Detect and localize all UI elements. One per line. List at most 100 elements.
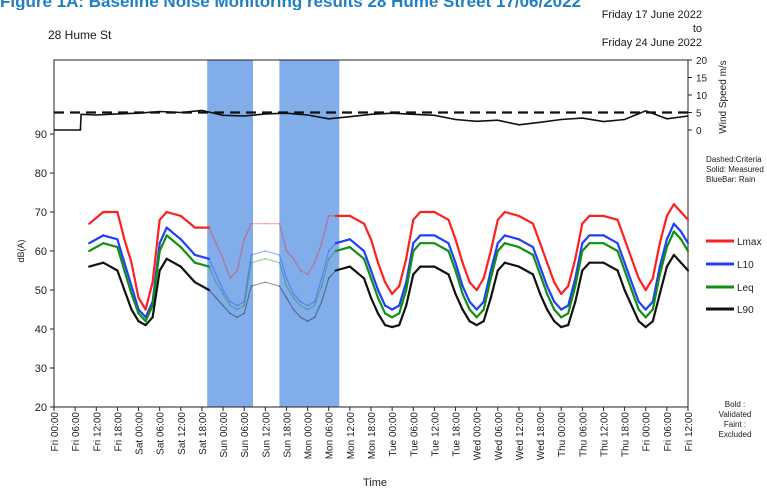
- series-l10-segment: [278, 254, 288, 279]
- series-lmax-segment: [321, 215, 330, 244]
- wind-tick-label: 0: [696, 126, 702, 137]
- series-lmax-segment: [208, 227, 217, 244]
- series-l90-segment: [545, 308, 556, 323]
- series-l10-segment: [482, 269, 492, 303]
- series-leq-segment: [158, 234, 168, 253]
- series-lmax-segment: [454, 238, 464, 264]
- series-leq-segment: [334, 246, 351, 253]
- time-tick-label: Sat 12:00: [177, 412, 188, 455]
- series-l10-segment: [384, 304, 394, 311]
- series-l10-segment: [179, 238, 196, 256]
- series-l90-segment: [461, 308, 471, 323]
- series-l90-segment: [482, 296, 492, 323]
- legend-label-leq: Leq: [737, 283, 754, 294]
- time-tick-label: Mon 18:00: [367, 412, 378, 460]
- series-l10-segment: [307, 301, 316, 307]
- series-lmax-segment: [300, 269, 309, 275]
- series-l90-segment: [672, 253, 683, 264]
- wind-tick-label: 20: [696, 56, 708, 67]
- series-lmax-segment: [531, 222, 542, 245]
- series-lmax-segment: [482, 249, 492, 280]
- series-leq-segment: [651, 273, 661, 311]
- series-l10-segment: [560, 304, 570, 311]
- series-lmax-segment: [447, 218, 457, 241]
- series-l90-segment: [454, 292, 464, 311]
- series-lmax-segment: [215, 242, 224, 260]
- series-l10-segment: [517, 238, 535, 249]
- series-l90-segment: [581, 261, 591, 272]
- series-l10-segment: [468, 300, 478, 311]
- series-leq-segment: [503, 242, 521, 249]
- series-l90-segment: [300, 316, 309, 322]
- time-tick-label: Mon 12:00: [346, 412, 357, 460]
- series-leq-segment: [454, 269, 464, 295]
- note-bluebar: BlueBar: Rain: [706, 175, 756, 184]
- series-lmax-segment: [405, 218, 415, 260]
- series-l10-segment: [264, 250, 280, 256]
- series-l10-segment: [637, 300, 647, 311]
- series-l10-segment: [236, 301, 245, 307]
- series-leq-segment: [630, 288, 640, 311]
- series-leq-segment: [623, 269, 633, 292]
- series-l90-segment: [369, 296, 380, 315]
- series-lmax-segment: [538, 242, 549, 264]
- series-l90-segment: [560, 324, 570, 329]
- series-l90-segment: [236, 312, 245, 318]
- series-l10-segment: [130, 285, 140, 311]
- series-lmax-segment: [545, 261, 556, 284]
- time-tick-label: Fri 00:00: [642, 412, 653, 452]
- time-tick-label: Mon 00:00: [304, 412, 315, 460]
- wind-panel: [54, 109, 689, 131]
- series-l90-segment: [376, 312, 387, 327]
- series-lmax-segment: [496, 210, 506, 221]
- series-l90-segment: [229, 312, 238, 318]
- series-l10-segment: [348, 238, 366, 253]
- legend-label-lmax: Lmax: [737, 237, 761, 248]
- series-lmax-segment: [468, 281, 478, 292]
- note-solid: Solid: Measured: [706, 165, 764, 174]
- series-l90-segment: [630, 304, 640, 323]
- series-l10-segment: [208, 258, 217, 275]
- series-l90-segment: [307, 316, 316, 322]
- series-lmax-segment: [236, 238, 245, 272]
- series-lmax-segment: [567, 257, 577, 288]
- series-l90-segment: [292, 308, 302, 318]
- series-l90-segment: [553, 320, 563, 329]
- series-l90-segment: [644, 320, 654, 329]
- series-l10-segment: [644, 300, 654, 311]
- date-from: Friday 17 June 2022: [601, 9, 702, 21]
- series-l90-segment: [384, 324, 394, 329]
- series-lmax-segment: [314, 242, 323, 264]
- series-leq-segment: [433, 242, 450, 253]
- series-l90-segment: [314, 301, 323, 318]
- series-lmax-segment: [158, 210, 168, 221]
- series-l10-segment: [398, 281, 408, 307]
- series-leq-segment: [144, 304, 154, 323]
- series-l90-segment: [193, 281, 211, 292]
- time-tick-label: Tue 18:00: [452, 412, 463, 457]
- series-leq-segment: [278, 262, 288, 287]
- time-tick-label: Fri 18:00: [113, 412, 124, 452]
- series-l10-segment: [651, 265, 661, 303]
- series-l10-segment: [538, 265, 549, 288]
- line-style-notes: Dashed:Criteria Solid: Measured BlueBar:…: [706, 155, 764, 185]
- series-lmax-segment: [391, 285, 401, 295]
- series-l10-segment: [665, 222, 676, 241]
- series-lmax-segment: [560, 285, 570, 295]
- series-l10-segment: [545, 285, 556, 303]
- time-tick-label: Sat 18:00: [198, 412, 209, 455]
- series-leq-segment: [517, 246, 535, 256]
- legend-label-l10: L10: [737, 260, 754, 271]
- series-lmax-segment: [243, 223, 252, 240]
- time-tick-label: Sat 06:00: [156, 412, 167, 455]
- series-l10-segment: [158, 226, 168, 245]
- series-l90-segment: [222, 305, 231, 314]
- series-l90-segment: [88, 261, 105, 268]
- series-lmax-segment: [165, 210, 182, 217]
- series-l10-segment: [531, 246, 542, 268]
- rain-bands: [207, 60, 340, 407]
- wind-tick-label: 10: [696, 91, 708, 102]
- series-lmax-segment: [489, 218, 499, 253]
- series-l90-segment: [503, 261, 521, 268]
- series-l10-segment: [447, 242, 457, 264]
